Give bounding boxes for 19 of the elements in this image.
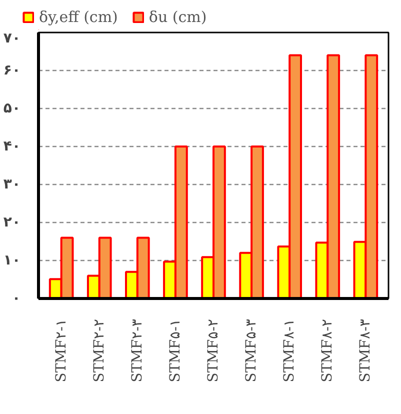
y-tick-label: ۵۰ <box>3 100 21 116</box>
y-tick-label: ۳۰ <box>3 176 21 192</box>
x-tick-label: STMF۲-۳ <box>129 318 146 382</box>
y-tick-label: ۶۰ <box>3 62 21 78</box>
x-tick-label: STMF۵-۲ <box>206 318 222 382</box>
x-tick-label: STMF۵-۱ <box>167 318 184 382</box>
y-tick-label: ۴۰ <box>3 138 21 154</box>
x-tick-label: STMF۵-۳ <box>244 318 260 382</box>
x-tick-label: STMF۸-۲ <box>320 318 336 382</box>
legend-label: δy,eff (cm) <box>39 8 118 26</box>
x-tick-label: STMF۸-۱ <box>282 318 298 382</box>
x-tick-label: STMF۲-۲ <box>91 318 108 382</box>
y-tick-label: ۰ <box>12 290 20 306</box>
legend-label: δu (cm) <box>148 8 207 26</box>
y-tick-label: ۷۰ <box>3 30 21 46</box>
y-tick-label: ۲۰ <box>3 214 21 230</box>
x-tick-label: STMF۸-۳ <box>358 318 374 382</box>
x-tick-label: STMF۲-۱ <box>53 318 70 382</box>
y-tick-label: ۱۰ <box>3 252 21 268</box>
